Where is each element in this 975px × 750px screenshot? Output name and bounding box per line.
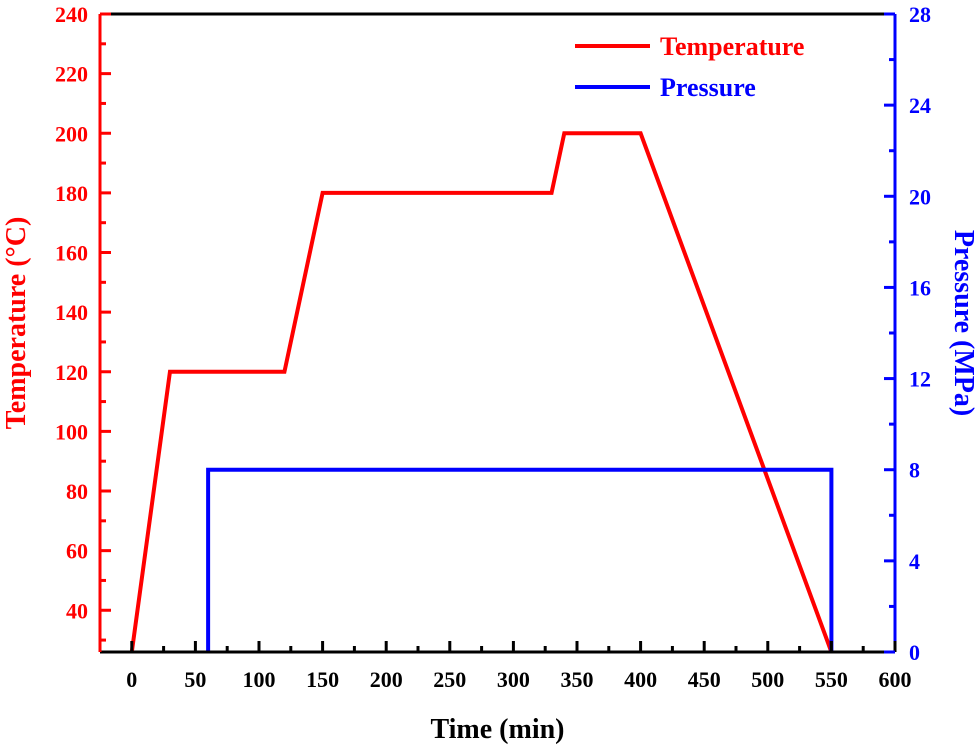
y2-tick-label: 20 <box>909 184 931 209</box>
y-tick-label: 120 <box>55 360 88 385</box>
y-tick-label: 220 <box>55 62 88 87</box>
y-tick-label: 180 <box>55 181 88 206</box>
x-tick-label: 250 <box>433 667 466 692</box>
legend: Temperature Pressure <box>575 32 804 102</box>
y2-tick-label: 24 <box>909 93 931 118</box>
x-tick-label: 400 <box>624 667 657 692</box>
y-tick-label: 60 <box>66 539 88 564</box>
y2-axis-title: Pressure (MPa) <box>948 230 975 416</box>
legend-label-pressure: Pressure <box>660 73 756 102</box>
x-tick-label: 150 <box>306 667 339 692</box>
y2-tick-label: 12 <box>909 367 931 392</box>
x-tick-label: 300 <box>497 667 530 692</box>
x-axis-title: Time (min) <box>430 714 564 745</box>
y2-tick-label: 8 <box>909 458 920 483</box>
series-line-temperature <box>129 131 834 653</box>
y-tick-label: 80 <box>66 479 88 504</box>
y2-tick-label: 16 <box>909 275 931 300</box>
y-tick-label: 40 <box>66 598 88 623</box>
y-tick-label: 160 <box>55 241 88 266</box>
x-tick-label: 550 <box>815 667 848 692</box>
y2-tick-label: 0 <box>909 640 920 665</box>
x-tick-label: 50 <box>184 667 206 692</box>
y2-tick-label: 28 <box>909 2 931 27</box>
x-tick-label: 350 <box>561 667 594 692</box>
y-tick-label: 100 <box>55 419 88 444</box>
y-tick-label: 200 <box>55 121 88 146</box>
x-tick-label: 200 <box>370 667 403 692</box>
y-tick-label: 140 <box>55 300 88 325</box>
legend-label-temperature: Temperature <box>660 32 804 61</box>
series-line-pressure <box>206 467 834 652</box>
x-tick-label: 0 <box>126 667 137 692</box>
y-axis-title: Temperature (°C) <box>1 217 32 430</box>
x-tick-label: 500 <box>751 667 784 692</box>
y2-tick-label: 4 <box>909 549 920 574</box>
x-tick-label: 100 <box>243 667 276 692</box>
y-tick-label: 240 <box>55 2 88 27</box>
x-tick-label: 600 <box>879 667 912 692</box>
x-tick-label: 450 <box>688 667 721 692</box>
